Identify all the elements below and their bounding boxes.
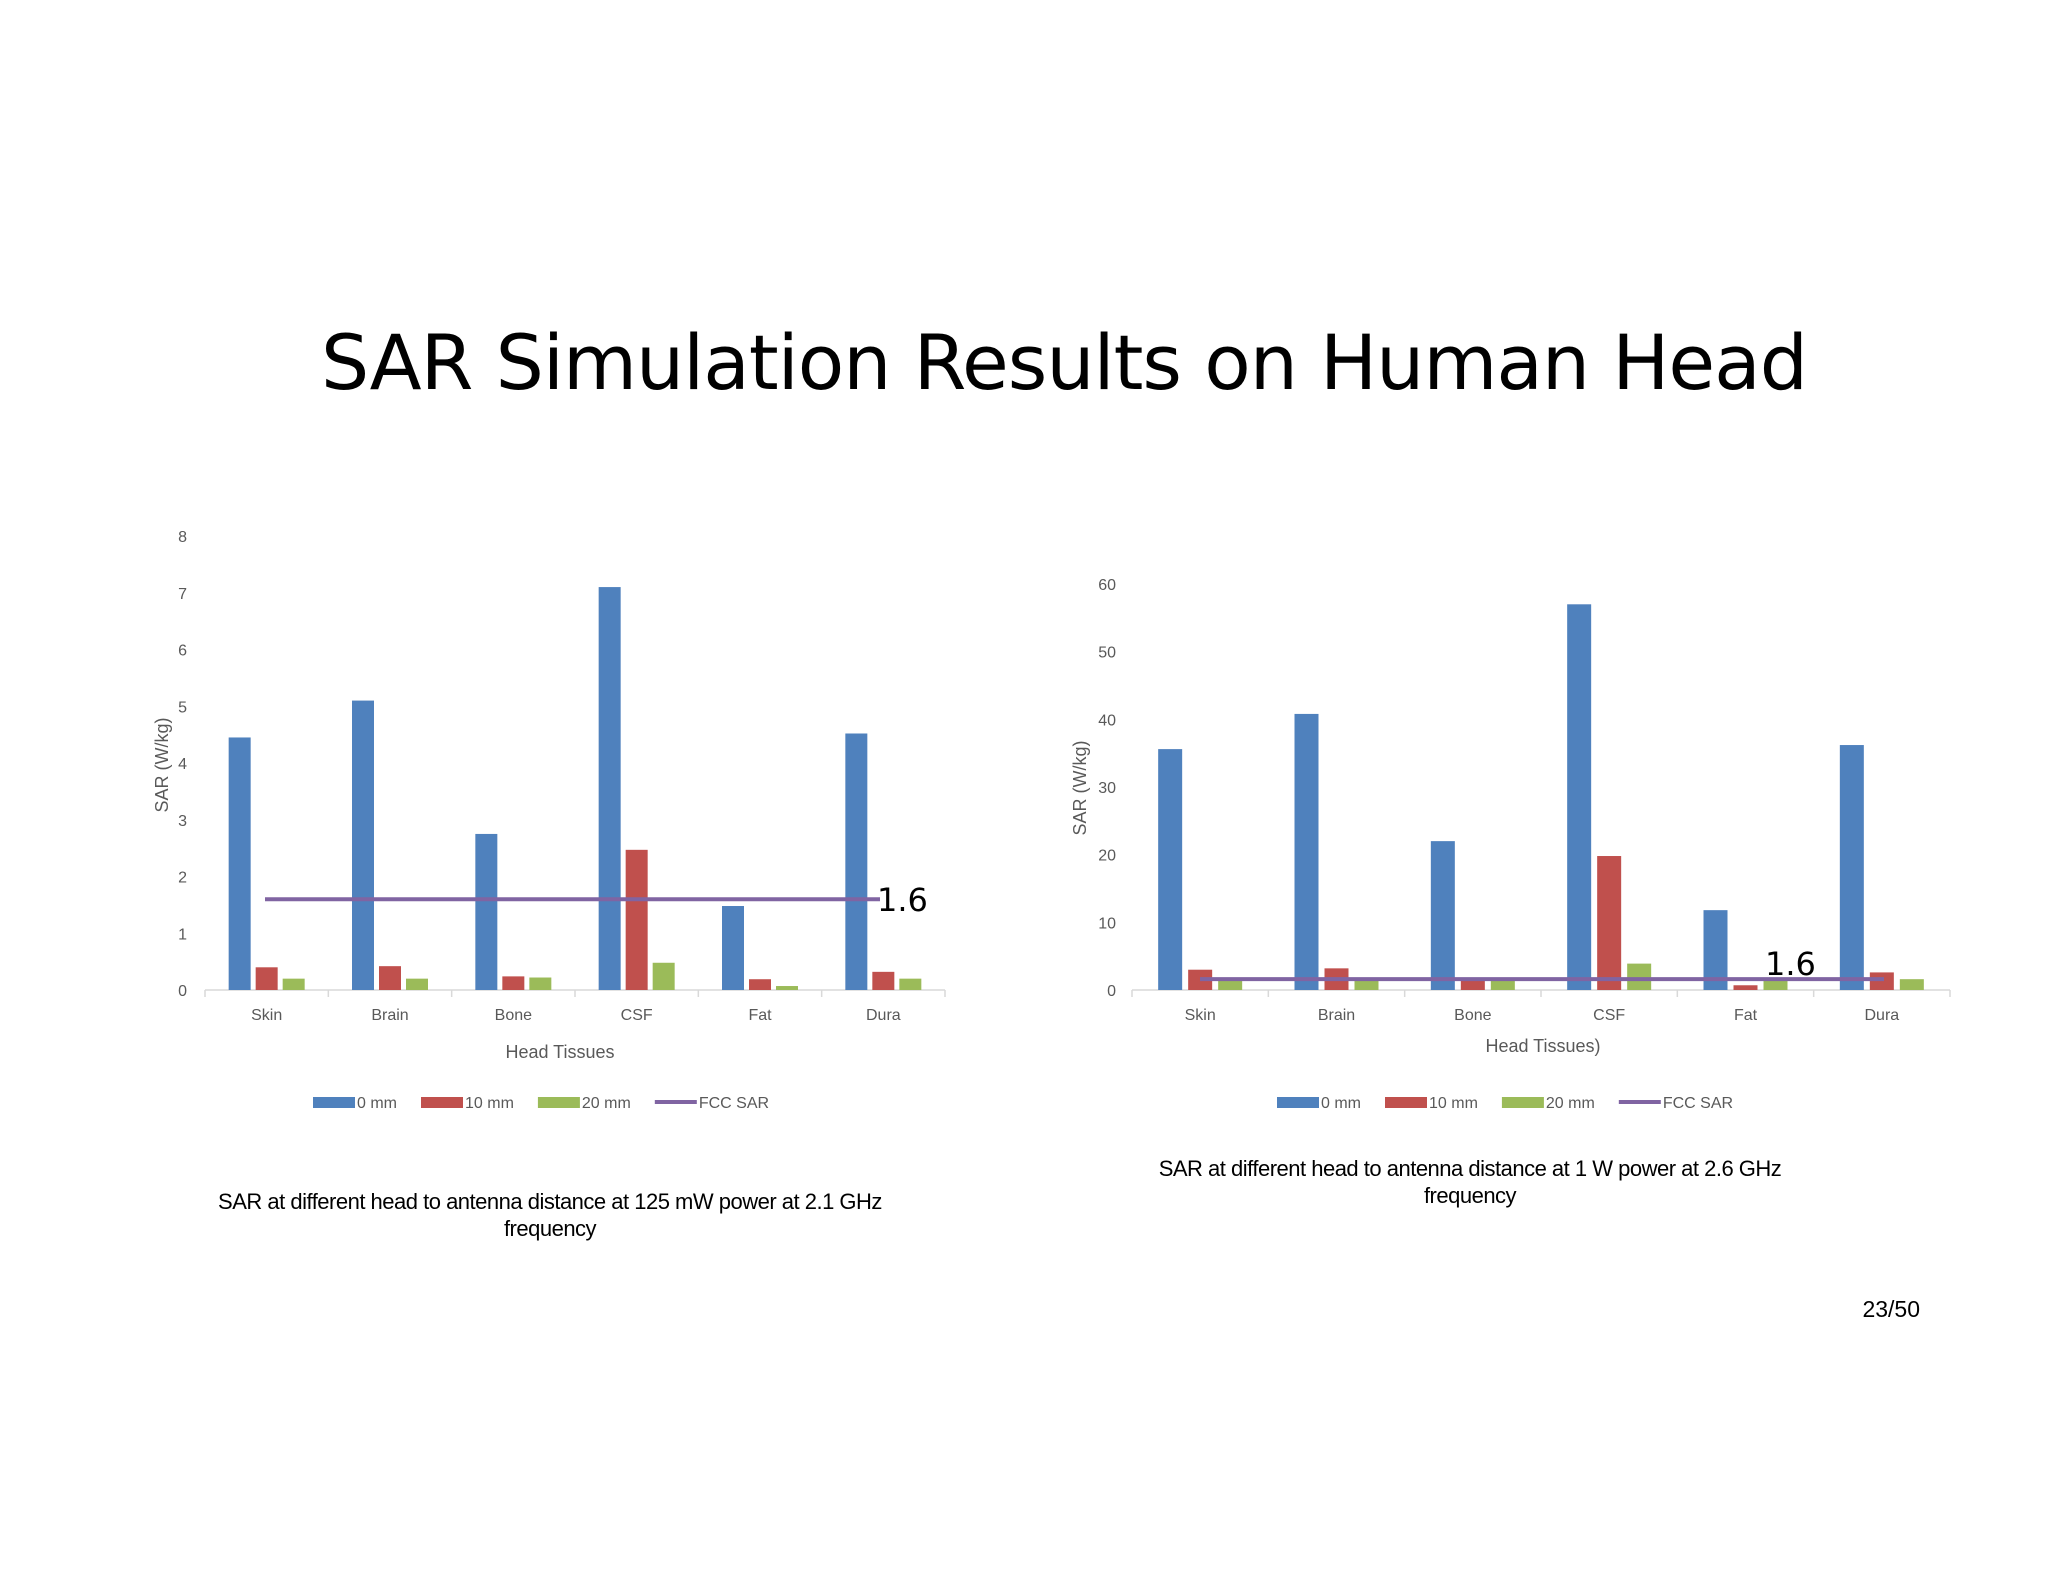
x-tick-label: Skin <box>1185 1007 1216 1024</box>
x-tick-label: Brain <box>1318 1007 1355 1024</box>
x-tick-label: Fat <box>1734 1007 1758 1024</box>
legend-label: FCC SAR <box>699 1095 769 1112</box>
x-tick-label: Fat <box>748 1007 772 1024</box>
caption-right-line1: SAR at different head to antenna distanc… <box>1158 1156 1782 1181</box>
bar-0mm-brain <box>352 700 374 990</box>
legend-label: 10 mm <box>465 1095 514 1112</box>
bar-10mm-fat <box>1733 985 1758 990</box>
x-tick-label: CSF <box>1593 1007 1625 1024</box>
bar-10mm-fat <box>749 979 771 990</box>
fcc-sar-annotation: 1.6 <box>877 881 928 919</box>
y-tick-label: 60 <box>1098 577 1116 594</box>
legend-swatch-10mm <box>421 1097 463 1108</box>
bar-20mm-brain <box>406 978 428 990</box>
bar-10mm-dura <box>872 971 895 990</box>
y-tick-label: 0 <box>178 983 187 1000</box>
y-tick-label: 5 <box>178 699 187 716</box>
y-tick-label: 30 <box>1098 780 1116 797</box>
y-tick-label: 10 <box>1098 915 1116 932</box>
y-tick-label: 4 <box>178 756 187 773</box>
y-tick-label: 50 <box>1098 645 1116 662</box>
x-axis-title: Head Tissues <box>505 1042 614 1062</box>
x-tick-label: Dura <box>1864 1007 1899 1024</box>
caption-left: SAR at different head to antenna distanc… <box>160 1188 940 1242</box>
bar-20mm-bone <box>529 977 552 990</box>
bar-10mm-bone <box>502 976 525 990</box>
y-tick-label: 1 <box>178 926 187 943</box>
bar-20mm-dura <box>1899 979 1924 990</box>
caption-left-line1: SAR at different head to antenna distanc… <box>218 1189 882 1214</box>
bar-0mm-dura <box>1839 745 1864 990</box>
legend-swatch-0mm <box>1277 1097 1319 1108</box>
legend-label: 20 mm <box>582 1095 631 1112</box>
bar-20mm-brain <box>1354 979 1379 990</box>
legend-label: FCC SAR <box>1663 1095 1733 1112</box>
page-number: 23/50 <box>1862 1296 1920 1322</box>
bar-10mm-skin <box>255 967 278 990</box>
y-tick-label: 2 <box>178 870 187 887</box>
y-axis-title: SAR (W/kg) <box>152 717 172 812</box>
y-tick-label: 3 <box>178 813 187 830</box>
bar-20mm-csf <box>1627 963 1652 990</box>
legend-swatch-10mm <box>1385 1097 1427 1108</box>
bar-10mm-csf <box>1597 856 1622 990</box>
legend-label: 0 mm <box>1321 1095 1361 1112</box>
caption-left-line2: frequency <box>503 1216 597 1241</box>
legend-label: 0 mm <box>357 1095 397 1112</box>
y-tick-label: 20 <box>1098 848 1116 865</box>
bar-0mm-csf <box>1567 604 1592 990</box>
caption-right-line2: frequency <box>1423 1183 1517 1208</box>
bar-10mm-brain <box>379 966 401 990</box>
bar-20mm-csf <box>652 962 675 990</box>
y-tick-label: 40 <box>1098 712 1116 729</box>
bar-0mm-brain <box>1294 713 1319 990</box>
bar-20mm-fat <box>776 986 798 990</box>
bar-0mm-skin <box>228 737 251 990</box>
bar-10mm-csf <box>625 849 648 990</box>
x-tick-label: Bone <box>1454 1007 1491 1024</box>
bar-0mm-fat <box>722 906 744 990</box>
bar-20mm-fat <box>1763 979 1788 990</box>
y-tick-label: 6 <box>178 643 187 660</box>
x-tick-label: Brain <box>371 1007 408 1024</box>
x-tick-label: Skin <box>251 1007 282 1024</box>
x-tick-label: Bone <box>495 1007 532 1024</box>
caption-right: SAR at different head to antenna distanc… <box>1110 1155 1830 1209</box>
legend-swatch-20mm <box>1501 1097 1544 1108</box>
legend-swatch-0mm <box>313 1097 355 1108</box>
bar-0mm-dura <box>845 733 868 990</box>
x-tick-label: CSF <box>621 1007 653 1024</box>
bar-20mm-skin <box>1218 979 1243 990</box>
bar-0mm-fat <box>1703 910 1728 990</box>
y-tick-label: 8 <box>178 529 187 546</box>
fcc-sar-annotation: 1.6 <box>1765 945 1816 983</box>
legend-swatch-20mm <box>537 1097 580 1108</box>
x-tick-label: Dura <box>866 1007 901 1024</box>
slide-title: SAR Simulation Results on Human Head <box>321 318 1808 407</box>
y-tick-label: 7 <box>178 586 187 603</box>
x-axis-title: Head Tissues) <box>1485 1036 1600 1056</box>
bar-0mm-skin <box>1158 749 1183 990</box>
bar-0mm-csf <box>598 587 621 990</box>
bar-10mm-dura <box>1869 972 1894 990</box>
bar-0mm-bone <box>475 833 498 990</box>
bar-20mm-bone <box>1490 979 1515 990</box>
legend-label: 20 mm <box>1546 1095 1595 1112</box>
bar-20mm-dura <box>899 978 922 990</box>
y-axis-title: SAR (W/kg) <box>1070 740 1090 835</box>
y-tick-label: 0 <box>1107 983 1116 1000</box>
bar-0mm-bone <box>1430 841 1455 990</box>
legend-label: 10 mm <box>1429 1095 1478 1112</box>
bar-20mm-skin <box>282 978 305 990</box>
